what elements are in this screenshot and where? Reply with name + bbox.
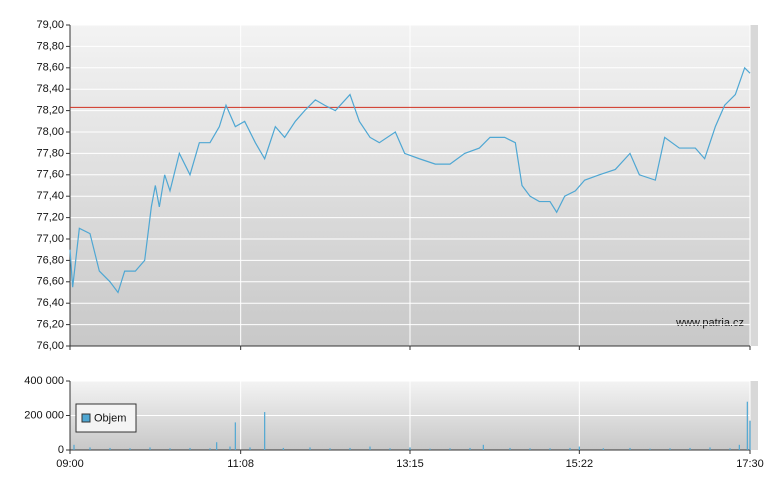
y-tick-label: 77,60 (36, 169, 64, 181)
watermark: www.patria.cz (675, 317, 744, 329)
volume-bar (578, 446, 580, 450)
volume-bar (229, 446, 231, 450)
volume-bar (669, 448, 671, 450)
y-tick-label: 76,20 (36, 319, 64, 331)
plot-edge (750, 25, 758, 346)
y-tick-label: 78,40 (36, 83, 64, 95)
volume-bar (129, 448, 131, 450)
volume-bar (509, 447, 511, 450)
volume-bar (602, 448, 604, 450)
x-tick-label: 15:22 (566, 458, 594, 470)
volume-bar (282, 447, 284, 450)
volume-bar (746, 401, 748, 450)
y-tick-label: 79,00 (36, 19, 64, 31)
volume-bar (409, 447, 411, 450)
volume-bar (569, 447, 571, 450)
volume-bar (549, 448, 551, 450)
y-tick-label: 78,80 (36, 40, 64, 52)
y-tick-label: 77,20 (36, 212, 64, 224)
y-tick-label: 77,00 (36, 233, 64, 245)
volume-bar (309, 447, 311, 450)
volume-bar (169, 448, 171, 450)
volume-bar (738, 444, 740, 450)
volume-bar (449, 448, 451, 450)
legend-label: Objem (94, 412, 126, 424)
volume-bar (629, 447, 631, 450)
volume-bar (729, 448, 731, 450)
x-tick-label: 09:00 (56, 458, 84, 470)
volume-bar (349, 447, 351, 450)
volume-bar (149, 447, 151, 450)
y-tick-label: 76,60 (36, 276, 64, 288)
y-tick-label: 77,40 (36, 190, 64, 202)
volume-bar (189, 447, 191, 450)
volume-bar (689, 447, 691, 450)
volume-bar (249, 447, 251, 450)
volume-bar (234, 422, 236, 450)
price-line (69, 66, 751, 294)
volume-bar (209, 448, 211, 450)
volume-bar (709, 447, 711, 450)
y-tick-label: 78,20 (36, 105, 64, 117)
volume-bar (109, 447, 111, 450)
y-tick-label: 77,80 (36, 147, 64, 159)
volume-bar (749, 420, 751, 450)
volume-bar (73, 444, 75, 450)
y-tick-label: 200 000 (24, 409, 64, 421)
volume-bar (482, 444, 484, 450)
y-tick-label: 400 000 (24, 375, 64, 387)
y-tick-label: 76,40 (36, 297, 64, 309)
y-tick-label: 78,00 (36, 126, 64, 138)
volume-bar (369, 446, 371, 450)
volume-bar (89, 447, 91, 450)
y-tick-label: 76,00 (36, 340, 64, 352)
y-tick-label: 78,60 (36, 62, 64, 74)
volume-bar (216, 442, 218, 450)
volume-bar (329, 448, 331, 450)
volume-bar (429, 448, 431, 450)
x-tick-label: 17:30 (736, 458, 764, 470)
x-tick-label: 13:15 (396, 458, 424, 470)
volume-bar (469, 447, 471, 450)
legend-swatch (81, 413, 91, 423)
y-tick-label: 76,80 (36, 254, 64, 266)
plot-edge (750, 381, 758, 450)
x-tick-label: 11:08 (227, 458, 254, 470)
volume-bar (264, 412, 266, 450)
volume-bar (529, 448, 531, 450)
volume-bar (649, 448, 651, 450)
y-tick-label: 0 (58, 444, 64, 456)
volume-bar (389, 448, 391, 450)
